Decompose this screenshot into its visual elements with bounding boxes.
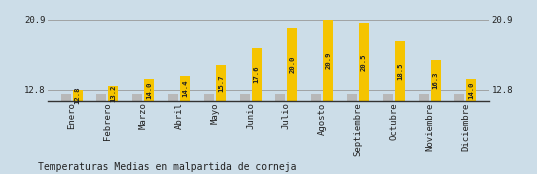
Bar: [204, 94, 214, 101]
Bar: [323, 20, 333, 101]
Bar: [347, 94, 357, 101]
Text: 14.0: 14.0: [146, 81, 153, 99]
Text: 14.4: 14.4: [182, 80, 188, 97]
Bar: [454, 94, 465, 101]
Text: 13.2: 13.2: [111, 85, 117, 102]
Bar: [395, 41, 405, 101]
Bar: [240, 94, 250, 101]
Bar: [72, 90, 83, 101]
Bar: [108, 86, 119, 101]
Text: 12.8: 12.8: [75, 87, 81, 104]
Text: 14.0: 14.0: [468, 81, 475, 99]
Bar: [359, 23, 369, 101]
Text: 18.5: 18.5: [397, 62, 403, 80]
Bar: [418, 94, 429, 101]
Bar: [287, 28, 297, 101]
Bar: [144, 79, 154, 101]
Bar: [96, 94, 106, 101]
Bar: [168, 94, 178, 101]
Bar: [383, 94, 393, 101]
Text: 20.9: 20.9: [325, 52, 331, 69]
Bar: [252, 48, 262, 101]
Bar: [216, 65, 226, 101]
Bar: [132, 94, 142, 101]
Bar: [61, 94, 70, 101]
Bar: [180, 76, 190, 101]
Bar: [275, 94, 285, 101]
Text: 17.6: 17.6: [253, 66, 260, 83]
Text: 16.3: 16.3: [433, 72, 439, 89]
Text: 20.0: 20.0: [289, 56, 295, 73]
Bar: [311, 94, 321, 101]
Text: 20.5: 20.5: [361, 53, 367, 71]
Text: 15.7: 15.7: [218, 74, 224, 92]
Bar: [467, 79, 476, 101]
Bar: [431, 60, 441, 101]
Text: Temperaturas Medias en malpartida de corneja: Temperaturas Medias en malpartida de cor…: [38, 162, 296, 172]
